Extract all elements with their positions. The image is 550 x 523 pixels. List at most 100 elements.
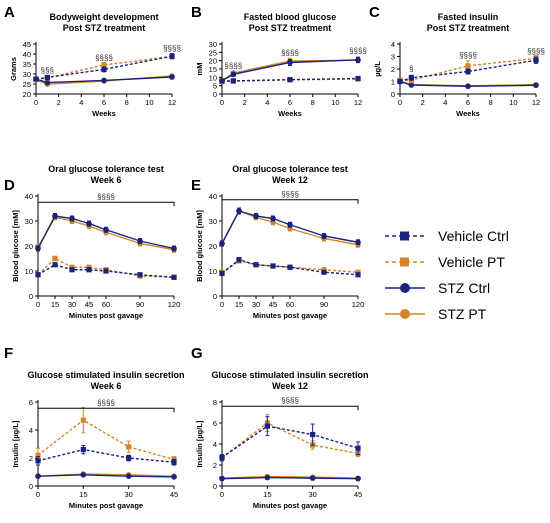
y-tick-label: 3: [391, 53, 395, 62]
x-tick-label: 4: [443, 98, 447, 107]
chart-title-F-0: Glucose stimulated insulin secretion: [27, 370, 184, 380]
x-tick-label: 10: [145, 98, 153, 107]
panel-letter-E: E: [191, 177, 201, 194]
data-point: [219, 270, 225, 277]
y-tick-label: 1: [391, 78, 395, 87]
y-tick-label: 4: [391, 40, 395, 49]
panel-letter-F: F: [4, 345, 13, 362]
data-point: [35, 245, 41, 252]
x-tick-label: 45: [354, 490, 362, 499]
data-point: [355, 57, 361, 63]
y-axis-label: Grams: [9, 57, 18, 81]
y-tick-label: 40: [25, 192, 33, 201]
panel-letter-D: D: [4, 177, 15, 194]
series-line: [221, 77, 359, 82]
series-stz-pt: [35, 214, 177, 253]
y-tick-label: 20: [23, 90, 31, 99]
x-tick-label: 0: [220, 98, 224, 107]
y-tick-label: 20: [209, 242, 217, 251]
y-tick-label: 4: [213, 440, 217, 449]
data-point: [103, 226, 109, 233]
x-tick-label: 8: [489, 98, 493, 107]
x-tick-label: 12: [532, 98, 540, 107]
y-tick-label: 45: [23, 40, 31, 49]
data-point: [86, 220, 92, 227]
y-tick-label: 30: [209, 40, 217, 49]
chart-panel-G: G Glucose stimulated insulin secretionWee…: [191, 345, 369, 510]
data-point: [355, 239, 361, 246]
data-point: [171, 245, 177, 252]
significance-bracket: [37, 407, 175, 413]
x-tick-label: 0: [220, 490, 224, 499]
x-tick-label: 6: [288, 98, 292, 107]
y-tick-label: 5: [213, 82, 217, 91]
data-point: [270, 215, 276, 222]
data-point: [219, 455, 225, 461]
data-point: [137, 272, 143, 278]
significance-annotation: §§§§: [281, 396, 299, 405]
legend-marker: [400, 257, 409, 267]
data-point: [533, 57, 539, 63]
series-line: [35, 55, 173, 80]
series-line: [37, 419, 175, 461]
y-tick-label: 0: [213, 482, 217, 491]
series-stz-ctrl: [35, 213, 177, 252]
y-axis-label: mM: [195, 63, 204, 76]
chart-title-G-0: Glucose stimulated insulin secretion: [211, 370, 368, 380]
y-tick-label: 2: [213, 461, 217, 470]
y-tick-label: 30: [23, 70, 31, 79]
x-tick-label: 15: [235, 300, 243, 309]
data-point: [465, 63, 471, 69]
significance-annotation: §§§§: [97, 398, 115, 407]
data-point: [355, 75, 361, 82]
chart-title-A-0: Bodyweight development: [49, 12, 158, 22]
legend: Vehicle Ctrl Vehicle PT STZ Ctrl STZ PT: [385, 228, 509, 322]
x-axis-label: Minutes post gavage: [69, 311, 143, 320]
y-axis-label: Blood glucose [mM]: [195, 210, 204, 282]
data-point: [35, 473, 41, 480]
data-point: [253, 213, 259, 219]
y-axis-label: Blood glucose [mM]: [11, 210, 20, 282]
panel-letter-A: A: [4, 4, 15, 21]
data-point: [397, 78, 403, 85]
panel-letter-B: B: [191, 4, 202, 21]
data-point: [171, 474, 177, 480]
y-tick-label: 2: [391, 65, 395, 74]
x-tick-label: 10: [509, 98, 517, 107]
data-point: [287, 221, 293, 228]
data-point: [310, 431, 316, 438]
x-tick-label: 60: [286, 300, 294, 309]
y-tick-label: 40: [209, 192, 217, 201]
series-vehicle-ctrl: [35, 262, 177, 280]
x-tick-label: 2: [57, 98, 61, 107]
y-axis-label: Insulin [µg/L]: [195, 420, 204, 467]
chart-panel-F: F Glucose stimulated insulin secretionWee…: [4, 345, 185, 510]
data-point: [101, 66, 107, 72]
data-point: [52, 213, 58, 219]
x-tick-label: 30: [124, 490, 132, 499]
y-tick-label: 25: [209, 48, 217, 57]
y-tick-label: 0: [29, 292, 33, 301]
series-line: [221, 425, 359, 459]
series-stz-ctrl: [219, 474, 361, 482]
x-tick-label: 60: [102, 300, 110, 309]
data-point: [287, 77, 293, 83]
series-stz-ctrl: [397, 78, 539, 90]
x-tick-label: 2: [421, 98, 425, 107]
significance-bracket: [221, 405, 359, 411]
data-point: [321, 269, 327, 275]
panel-letter-G: G: [191, 345, 203, 362]
legend-label: STZ Ctrl: [438, 280, 490, 296]
legend-marker: [400, 309, 410, 319]
significance-annotation: §§§§: [349, 47, 367, 56]
chart-title-C-0: Fasted insulin: [438, 12, 499, 22]
x-tick-label: 4: [265, 98, 269, 107]
data-point: [287, 264, 293, 270]
data-point: [465, 83, 471, 90]
legend-entry: Vehicle PT: [385, 254, 505, 270]
data-point: [321, 233, 327, 239]
x-tick-label: 45: [85, 300, 93, 309]
series-line: [399, 80, 537, 87]
